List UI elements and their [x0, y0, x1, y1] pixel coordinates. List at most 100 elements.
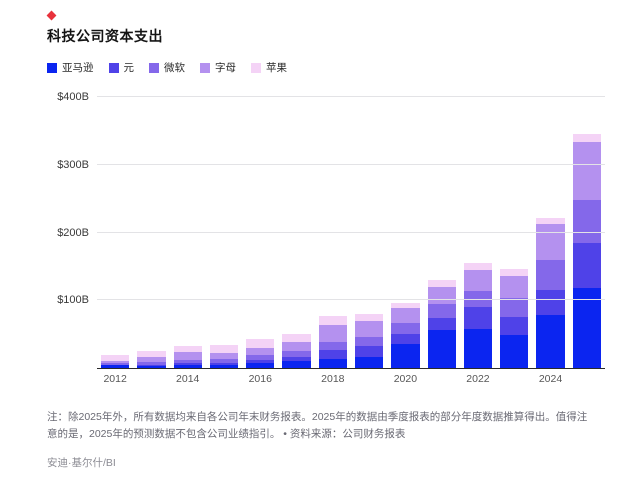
bar-segment-微软 [572, 200, 601, 244]
x-tick-label: 2024 [538, 373, 563, 385]
bar-segment-微软 [282, 351, 311, 357]
bar-segment-字母 [173, 352, 202, 360]
bar-segment-元 [282, 356, 311, 362]
x-tick-label: 2016 [248, 373, 272, 385]
bar-segment-字母 [137, 356, 166, 362]
bar-2022 [463, 97, 493, 368]
bar-segment-微软 [427, 303, 456, 318]
bar-2025 [572, 97, 601, 368]
bar-segment-元 [427, 317, 456, 331]
gridline [97, 231, 605, 233]
bar-segment-亚马逊 [354, 356, 384, 368]
y-axis-tick-label: $300B [57, 158, 89, 171]
bar-segment-亚马逊 [463, 328, 493, 368]
legend-item-字母: 字母 [200, 60, 236, 75]
bar-segment-元 [536, 289, 565, 316]
x-axis: 2012 2014 2016 2018 2020 2022 2024 [97, 373, 605, 385]
x-tick-label [278, 373, 314, 385]
x-tick-label [424, 373, 460, 385]
bar-segment-微软 [391, 323, 420, 334]
bar-segment-亚马逊 [318, 358, 347, 368]
bar-slot [315, 97, 351, 368]
bar-segment-苹果 [500, 268, 529, 276]
bar-slot [206, 97, 242, 368]
bar-segment-元 [209, 363, 239, 365]
bar-2018 [318, 97, 347, 368]
bar-2016 [246, 97, 275, 368]
bar-segment-字母 [427, 287, 456, 304]
bar-segment-苹果 [572, 134, 601, 143]
bar-segment-字母 [500, 275, 529, 298]
x-tick-label: 2020 [393, 373, 418, 385]
x-tick-label [133, 373, 169, 385]
legend-swatch [149, 62, 159, 73]
bar-segment-字母 [282, 342, 311, 352]
bar-segment-元 [137, 364, 166, 366]
bar-segment-字母 [463, 269, 493, 292]
bar-segment-字母 [572, 142, 601, 200]
bar-segment-元 [463, 307, 493, 329]
x-tick-label: 2014 [176, 373, 200, 385]
bar-segment-苹果 [209, 344, 239, 353]
x-tick-label: 2022 [466, 373, 490, 385]
bar-segment-苹果 [137, 351, 166, 357]
legend-label: 元 [123, 62, 135, 74]
bar-segment-苹果 [536, 217, 565, 225]
bar-segment-亚马逊 [536, 315, 565, 368]
bar-segment-亚马逊 [427, 330, 456, 368]
bar-segment-元 [246, 360, 275, 364]
bar-slot [387, 97, 423, 368]
bars [97, 97, 605, 368]
bar-2024 [536, 97, 565, 368]
gridline [97, 96, 605, 97]
x-tick-label: 2018 [321, 373, 345, 385]
bar-segment-微软 [209, 359, 239, 364]
bar-2017 [282, 97, 311, 368]
legend-label: 苹果 [266, 62, 287, 74]
bar-2023 [500, 97, 529, 368]
bar-segment-苹果 [282, 333, 311, 343]
bar-segment-字母 [536, 224, 565, 260]
logo-mark-icon [46, 10, 57, 21]
bar-slot [496, 97, 532, 368]
bar-segment-苹果 [173, 345, 202, 353]
x-tick-label [496, 373, 532, 385]
bar-segment-字母 [354, 321, 384, 337]
bar-segment-亚马逊 [209, 364, 239, 368]
legend: 亚马逊 元 微软 字母 苹果 [47, 60, 605, 75]
bar-2020 [391, 97, 420, 368]
bar-segment-字母 [100, 360, 130, 364]
x-tick-label [569, 373, 605, 385]
bar-segment-元 [100, 364, 130, 366]
bar-segment-微软 [536, 259, 565, 290]
legend-swatch [251, 62, 261, 73]
legend-swatch [47, 62, 57, 73]
y-axis-tick-label: $400B [57, 91, 89, 103]
bar-2014 [173, 97, 202, 368]
legend-item-苹果: 苹果 [251, 60, 287, 75]
legend-swatch [200, 62, 210, 73]
bar-slot [97, 97, 133, 368]
bar-segment-亚马逊 [137, 365, 166, 368]
bar-segment-元 [572, 243, 601, 289]
x-tick-label [206, 373, 242, 385]
bar-segment-元 [318, 349, 347, 359]
bar-segment-苹果 [463, 262, 493, 270]
bar-segment-元 [354, 346, 384, 357]
x-tick-label [351, 373, 387, 385]
bar-segment-微软 [137, 361, 166, 365]
bar-2019 [354, 97, 384, 368]
bar-slot [170, 97, 206, 368]
bar-segment-苹果 [318, 315, 347, 325]
bar-segment-亚马逊 [282, 361, 311, 368]
gridline [97, 299, 605, 301]
bar-segment-苹果 [100, 355, 130, 361]
bar-segment-微软 [173, 359, 202, 364]
bar-slot [569, 97, 605, 368]
bar-segment-字母 [391, 308, 420, 324]
gridline [97, 163, 605, 165]
bar-2012 [100, 97, 130, 368]
bar-slot [242, 97, 278, 368]
bar-slot [532, 97, 568, 368]
bar-slot [424, 97, 460, 368]
